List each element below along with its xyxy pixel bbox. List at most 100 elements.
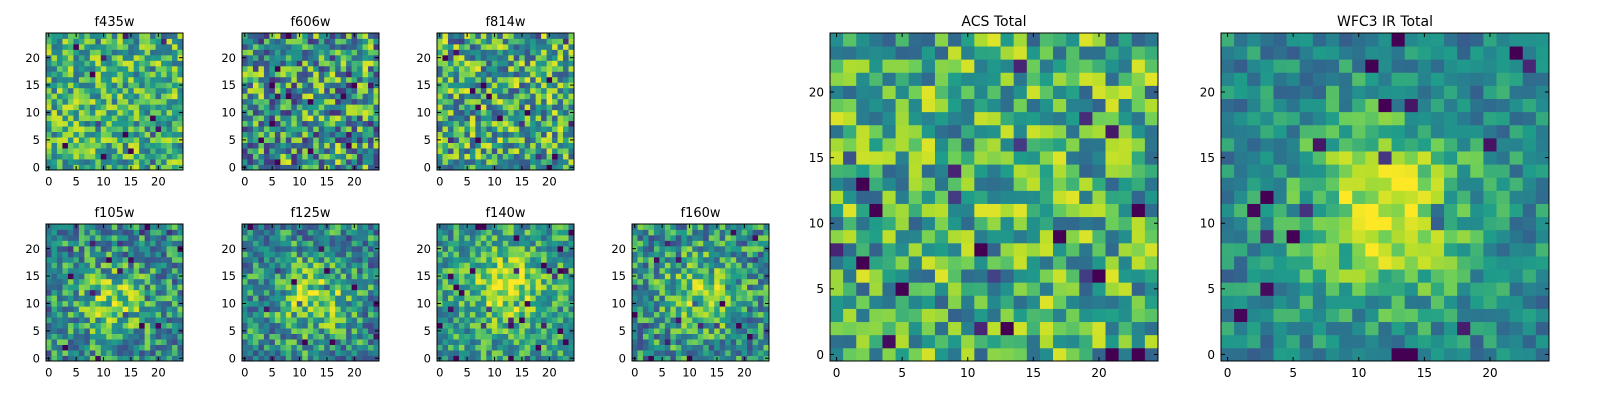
heatmap-cell	[830, 242, 844, 257]
heatmap-cell	[340, 115, 347, 122]
heatmap-cell	[46, 278, 52, 285]
heatmap-cell	[524, 273, 531, 280]
heatmap-cell	[84, 289, 91, 296]
heatmap-cell	[524, 339, 531, 345]
heatmap-cell	[458, 153, 465, 160]
heatmap-cell	[128, 38, 135, 45]
heatmap-cell	[302, 120, 309, 127]
heatmap-cell	[139, 43, 146, 50]
heatmap-cell	[557, 344, 564, 351]
heatmap-cell	[568, 251, 575, 258]
heatmap-cell	[697, 240, 704, 247]
heatmap-cell	[502, 273, 509, 280]
heatmap-cell	[908, 308, 923, 323]
heatmap-cell	[177, 234, 184, 241]
heatmap-cell	[475, 137, 482, 143]
heatmap-cell	[725, 273, 732, 280]
heatmap-cell	[908, 256, 923, 270]
heatmap-cell	[318, 159, 325, 165]
heatmap-cell	[46, 256, 52, 263]
heatmap-cell	[46, 322, 52, 329]
heatmap-cell	[664, 322, 671, 329]
heatmap-cell	[535, 76, 542, 83]
heatmap-cell	[508, 148, 515, 154]
heatmap-cell	[274, 273, 281, 280]
heatmap-cell	[242, 115, 248, 122]
heatmap-cell	[357, 120, 363, 127]
heatmap-cell	[274, 82, 281, 89]
heatmap-cell	[362, 104, 369, 111]
heatmap-cell	[274, 306, 281, 313]
heatmap-cell	[703, 322, 710, 329]
heatmap-cell	[469, 159, 476, 165]
heatmap-cell	[373, 142, 380, 149]
heatmap-cell	[508, 43, 515, 50]
heatmap-cell	[442, 71, 449, 78]
heatmap-cell	[258, 65, 265, 72]
heatmap-cell	[144, 38, 151, 45]
heatmap-cell	[464, 234, 471, 241]
heatmap-cell	[653, 328, 660, 334]
heatmap-cell	[150, 355, 156, 362]
heatmap-cell	[453, 49, 460, 56]
heatmap-cell	[961, 242, 975, 257]
heatmap-cell	[442, 273, 449, 280]
heatmap-cell	[274, 229, 281, 236]
heatmap-cell	[1013, 177, 1028, 191]
heatmap-cell	[491, 317, 498, 324]
heatmap-cell	[161, 54, 167, 61]
heatmap-cell	[437, 49, 443, 56]
heatmap-cell	[491, 229, 498, 236]
heatmap-cell	[252, 109, 259, 116]
heatmap-cell	[480, 98, 487, 105]
heatmap-cell	[758, 317, 764, 324]
heatmap-cell	[56, 251, 63, 258]
heatmap-cell	[139, 159, 146, 165]
heatmap-cell	[524, 289, 531, 296]
heatmap-cell	[318, 142, 325, 149]
heatmap-cell	[502, 98, 509, 105]
heatmap-cell	[469, 148, 476, 154]
heatmap-cell	[313, 273, 320, 280]
heatmap-cell	[987, 269, 1001, 283]
heatmap-cell	[313, 322, 320, 329]
heatmap-cell	[373, 256, 380, 263]
heatmap-cell	[502, 65, 509, 72]
heatmap-cell	[708, 284, 715, 291]
heatmap-cell	[78, 333, 85, 340]
heatmap-cell	[447, 148, 454, 154]
heatmap-cell	[763, 333, 770, 340]
heatmap-cell	[508, 256, 515, 263]
heatmap-cell	[150, 98, 156, 105]
heatmap-cell	[302, 273, 309, 280]
heatmap-cell	[692, 295, 699, 302]
heatmap-cell	[437, 142, 443, 149]
heatmap-cell	[285, 317, 292, 324]
heatmap-cell	[78, 71, 85, 78]
heatmap-cell	[480, 148, 487, 154]
heatmap-cell	[508, 49, 515, 56]
heatmap-cell	[122, 355, 129, 362]
heatmap-cell	[491, 245, 498, 252]
heatmap-cell	[111, 164, 118, 171]
heatmap-cell	[166, 224, 173, 230]
heatmap-cell	[1118, 190, 1133, 204]
heatmap-cell	[95, 38, 102, 45]
heatmap-cell	[686, 328, 693, 334]
heatmap-cell	[269, 256, 276, 263]
heatmap-cell	[1066, 203, 1080, 218]
heatmap-cell	[442, 65, 449, 72]
heatmap-cell	[497, 164, 504, 171]
heatmap-cell	[535, 224, 542, 230]
heatmap-cell	[752, 256, 759, 263]
heatmap-cell	[475, 311, 482, 318]
heatmap-cell	[144, 328, 151, 334]
heatmap-cell	[274, 104, 281, 111]
heatmap-cell	[508, 339, 515, 345]
heatmap-cell	[111, 49, 118, 56]
heatmap-cell	[329, 126, 336, 133]
heatmap-cell	[681, 311, 688, 318]
heatmap-cell	[340, 87, 347, 94]
heatmap-cell	[987, 151, 1001, 165]
heatmap-cell	[95, 137, 102, 143]
